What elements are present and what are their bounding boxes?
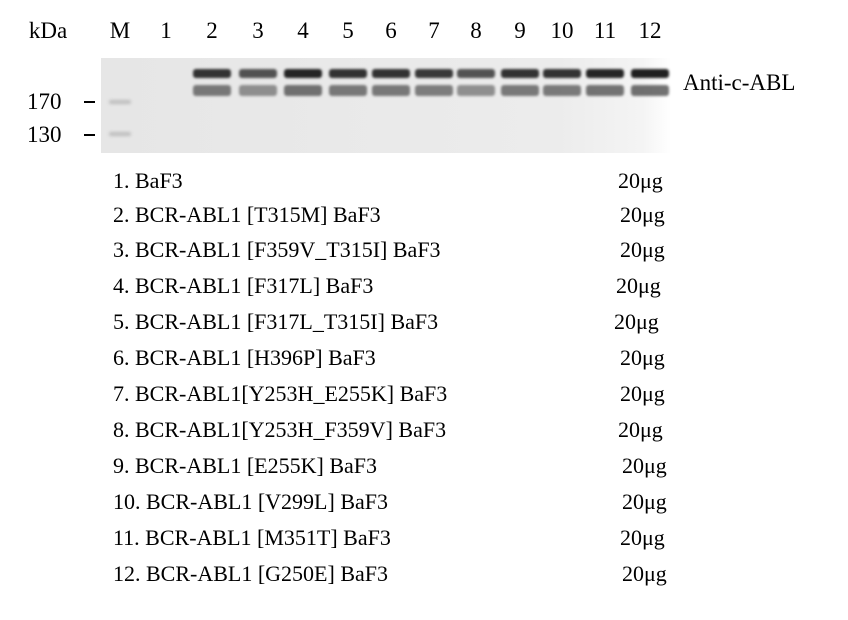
band-lower bbox=[543, 85, 581, 96]
band-upper bbox=[415, 69, 453, 78]
band-upper bbox=[543, 69, 581, 78]
lane-label: 9 bbox=[514, 18, 526, 43]
sample-amount: 20μg bbox=[620, 237, 665, 262]
band-lower bbox=[239, 85, 277, 96]
marker-130: 130 bbox=[27, 122, 62, 147]
marker-band bbox=[109, 100, 131, 104]
band-lower bbox=[415, 85, 453, 96]
band-lower bbox=[501, 85, 539, 96]
marker-band bbox=[109, 132, 131, 136]
band-upper bbox=[372, 69, 410, 78]
lane-label: 12 bbox=[638, 18, 662, 43]
sample-amount: 20μg bbox=[620, 381, 665, 406]
sample-label: 12. BCR-ABL1 [G250E] BaF3 bbox=[113, 561, 388, 586]
sample-label: 10. BCR-ABL1 [V299L] BaF3 bbox=[113, 489, 388, 514]
sample-amount: 20μg bbox=[620, 202, 665, 227]
sample-amount: 20μg bbox=[622, 489, 667, 514]
band-lower bbox=[193, 85, 231, 96]
band-lower bbox=[457, 85, 495, 96]
sample-amount: 20μg bbox=[620, 345, 665, 370]
band-upper bbox=[284, 69, 322, 78]
band-lower bbox=[631, 85, 669, 96]
sample-amount: 20μg bbox=[620, 525, 665, 550]
marker-170: 170 bbox=[27, 89, 62, 114]
band-upper bbox=[329, 69, 367, 78]
sample-label: 4. BCR-ABL1 [F317L] BaF3 bbox=[113, 273, 374, 298]
band-lower bbox=[284, 85, 322, 96]
lane-label: 3 bbox=[252, 18, 264, 43]
sample-label: 2. BCR-ABL1 [T315M] BaF3 bbox=[113, 202, 381, 227]
blot-image bbox=[101, 58, 671, 153]
sample-amount: 20μg bbox=[614, 309, 659, 334]
sample-amount: 20μg bbox=[616, 273, 661, 298]
sample-label: 3. BCR-ABL1 [F359V_T315I] BaF3 bbox=[113, 237, 441, 262]
band-upper bbox=[193, 69, 231, 78]
sample-amount: 20μg bbox=[618, 417, 663, 442]
sample-label: 6. BCR-ABL1 [H396P] BaF3 bbox=[113, 345, 376, 370]
lane-label: 10 bbox=[550, 18, 574, 43]
sample-amount: 20μg bbox=[618, 168, 663, 193]
band-lower bbox=[372, 85, 410, 96]
sample-amount: 20μg bbox=[622, 561, 667, 586]
lane-label: 1 bbox=[160, 18, 172, 43]
band-lower bbox=[586, 85, 624, 96]
sample-label: 5. BCR-ABL1 [F317L_T315I] BaF3 bbox=[113, 309, 439, 334]
lane-label: 2 bbox=[206, 18, 218, 43]
sample-label: 9. BCR-ABL1 [E255K] BaF3 bbox=[113, 453, 377, 478]
lane-label: 4 bbox=[297, 18, 309, 43]
band-upper bbox=[239, 69, 277, 78]
unit-label: kDa bbox=[28, 18, 68, 43]
band-lower bbox=[329, 85, 367, 96]
lane-label: 8 bbox=[470, 18, 482, 43]
antibody-label: Anti-c-ABL bbox=[683, 70, 796, 95]
lane-label: 6 bbox=[385, 18, 397, 43]
band-upper bbox=[586, 69, 624, 78]
lane-label: M bbox=[109, 18, 131, 43]
marker-tick-170 bbox=[84, 101, 95, 103]
lane-label: 5 bbox=[342, 18, 354, 43]
band-upper bbox=[501, 69, 539, 78]
marker-tick-130 bbox=[84, 134, 95, 136]
sample-label: 1. BaF3 bbox=[113, 168, 183, 193]
sample-amount: 20μg bbox=[622, 453, 667, 478]
lane-label: 11 bbox=[593, 18, 617, 43]
lane-label: 7 bbox=[428, 18, 440, 43]
sample-label: 11. BCR-ABL1 [M351T] BaF3 bbox=[113, 525, 391, 550]
band-upper bbox=[457, 69, 495, 78]
sample-label: 8. BCR-ABL1[Y253H_F359V] BaF3 bbox=[113, 417, 447, 442]
sample-label: 7. BCR-ABL1[Y253H_E255K] BaF3 bbox=[113, 381, 448, 406]
band-upper bbox=[631, 69, 669, 78]
